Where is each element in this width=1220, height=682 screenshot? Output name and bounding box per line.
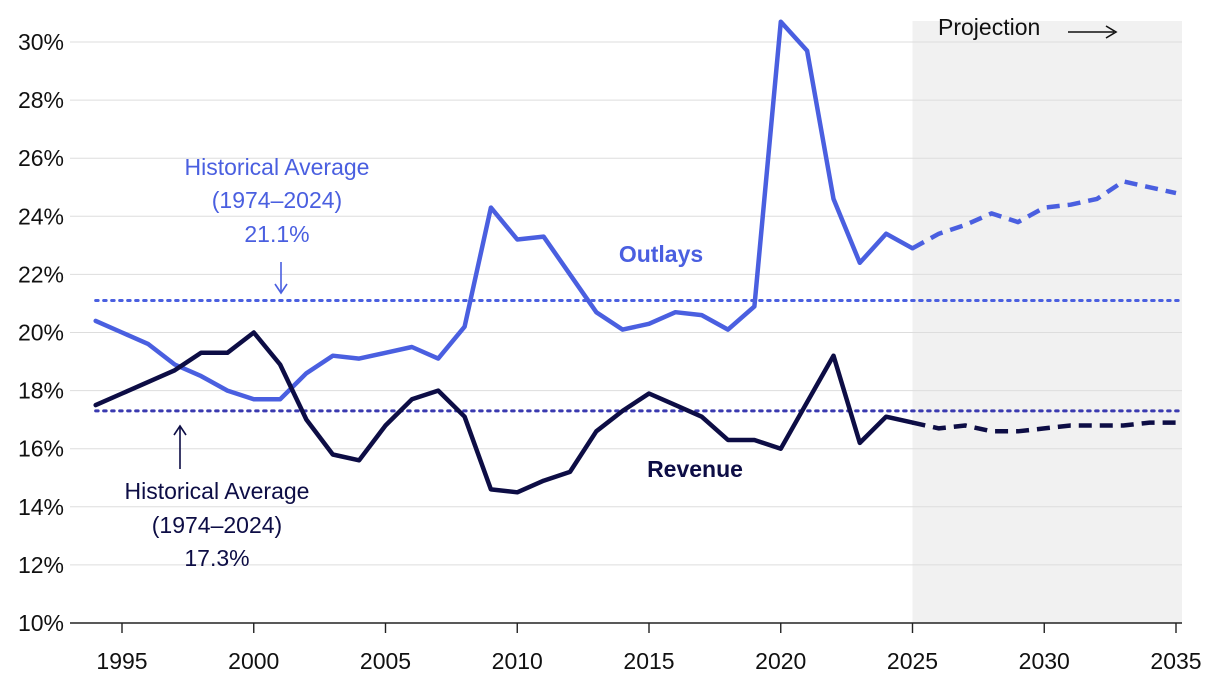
y-tick-label: 10% [18, 610, 64, 636]
outlays-historical-line [93, 19, 915, 402]
x-tick-label: 2010 [492, 648, 543, 674]
outlays-average-label-line3: 21.1% [244, 221, 309, 247]
arrow-up-icon [173, 424, 187, 469]
projection-band [912, 21, 1182, 623]
projection-arrow-icon [1068, 25, 1118, 39]
y-tick-label: 12% [18, 552, 64, 578]
y-tick-label: 26% [18, 145, 64, 171]
reference-lines [94, 299, 1182, 413]
outlays-average-annotation: Historical Average (1974–2024) 21.1% [185, 154, 370, 295]
y-tick-label: 24% [18, 203, 64, 229]
revenue-projected-line [912, 420, 1176, 434]
outlays-average-label-line1: Historical Average [185, 154, 370, 180]
revenue-historical-line [93, 330, 915, 495]
y-tick-label: 30% [18, 29, 64, 55]
y-tick-label: 18% [18, 378, 64, 404]
x-tick-label: 2035 [1150, 648, 1201, 674]
x-tick-label: 2030 [1019, 648, 1070, 674]
series-lines [93, 19, 1177, 495]
outlays-projected-line [911, 179, 1177, 251]
revenue-average-annotation: Historical Average (1974–2024) 17.3% [125, 424, 310, 571]
outlays-average-label-line2: (1974–2024) [212, 187, 342, 213]
y-tick-label: 28% [18, 87, 64, 113]
y-axis-ticks: 10% 12% 14% 16% 18% 20% 22% 24% 26% 28% 30% [18, 29, 64, 636]
revenue-label: Revenue [647, 456, 743, 482]
revenue-average-label-line2: (1974–2024) [152, 512, 282, 538]
x-tick-label: 2015 [623, 648, 674, 674]
revenue-average-label-line3: 17.3% [184, 545, 249, 571]
x-tick-label: 2005 [360, 648, 411, 674]
arrow-down-icon [274, 262, 288, 295]
y-tick-label: 22% [18, 261, 64, 287]
x-tick-label: 1995 [96, 648, 147, 674]
outlays-label: Outlays [619, 241, 703, 267]
x-tick-label: 2020 [755, 648, 806, 674]
x-axis-ticks: 1995 2000 2005 2010 2015 2020 2025 2030 2035 [96, 623, 1202, 674]
y-tick-label: 20% [18, 320, 64, 346]
x-tick-label: 2025 [887, 648, 938, 674]
projection-label: Projection [938, 14, 1040, 40]
x-tick-label: 2000 [228, 648, 279, 674]
revenue-average-label-line1: Historical Average [125, 478, 310, 504]
y-tick-label: 14% [18, 494, 64, 520]
y-tick-label: 16% [18, 436, 64, 462]
